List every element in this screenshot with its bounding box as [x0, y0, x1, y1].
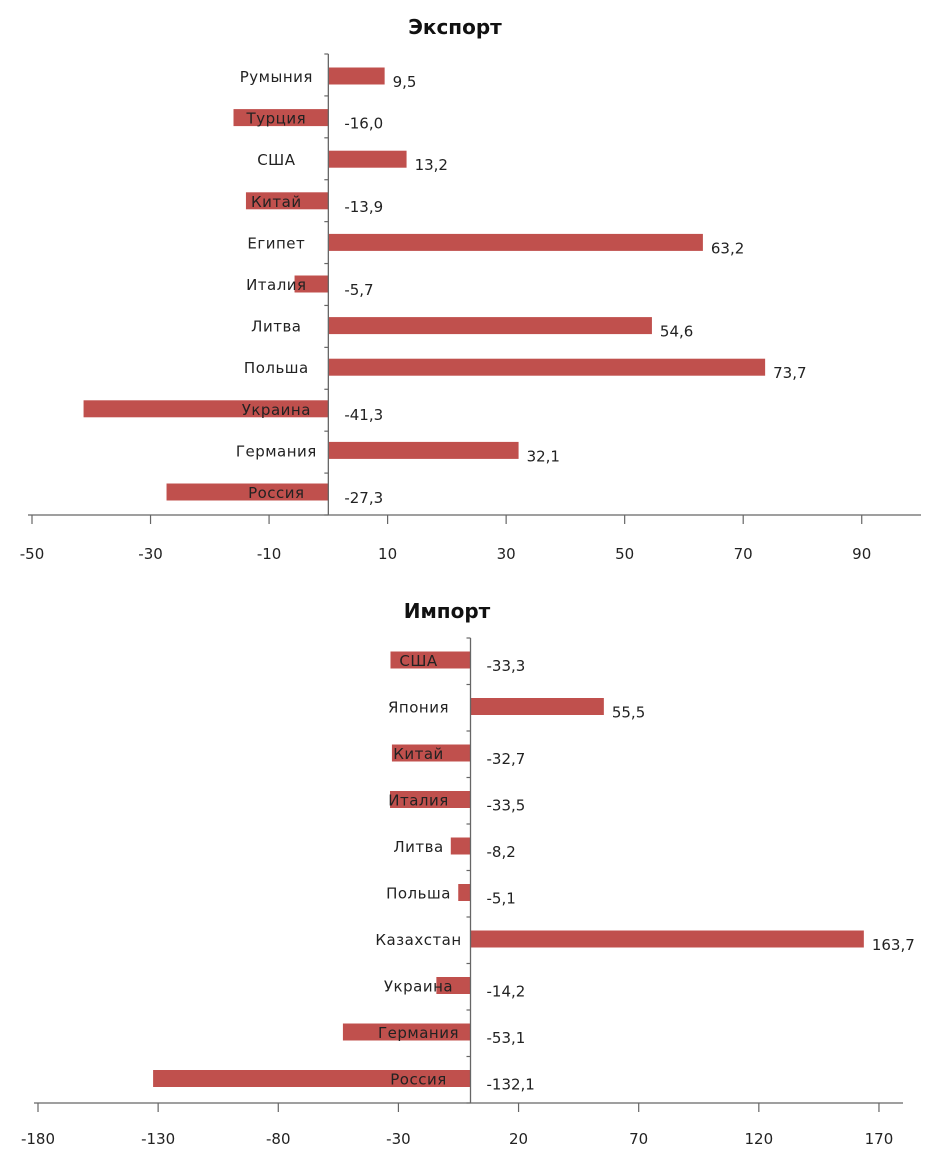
import-bar [436, 977, 471, 994]
export-data-label: -41,3 [344, 406, 383, 424]
export-data-label: -16,0 [344, 115, 383, 133]
import-data-label: -33,5 [487, 797, 526, 815]
import-category-label: Италия [388, 792, 449, 810]
export-data-label: 63,2 [711, 239, 744, 257]
export-x-tick-label: -30 [138, 545, 163, 563]
import-data-label: -14,2 [487, 983, 526, 1001]
import-category-label: Германия [378, 1024, 459, 1042]
import-data-label: -32,7 [487, 750, 526, 768]
export-chart: Экспорт -50 -30 -10 10 30 50 70 90 Румыния 9,5 Тур… [20, 15, 921, 563]
import-category-label: Литва [393, 838, 443, 856]
import-x-tick-label: 20 [509, 1130, 528, 1148]
export-x-tick-label: 10 [378, 545, 397, 563]
export-category-label: Турция [246, 110, 307, 128]
export-category-label: Украина [242, 401, 311, 419]
export-category-label: Египет [247, 234, 305, 252]
export-category-label: Россия [248, 484, 305, 502]
export-data-label: -5,7 [344, 281, 373, 299]
export-bar [233, 109, 329, 127]
export-bar [294, 275, 329, 293]
export-data-label: 13,2 [415, 156, 448, 174]
import-category-label: Украина [384, 978, 453, 996]
import-bar [390, 651, 471, 669]
export-x-tick-label: 90 [852, 545, 871, 563]
import-data-label: -5,1 [487, 890, 516, 908]
import-category-label: Казахстан [375, 931, 461, 949]
import-data-label: -33,3 [487, 657, 526, 675]
export-data-label: -27,3 [344, 489, 383, 507]
import-category-label: США [399, 652, 438, 670]
import-data-label: 55,5 [612, 704, 645, 722]
import-chart-title: Импорт [404, 599, 491, 623]
import-x-tick-label: -30 [386, 1130, 411, 1148]
export-category-label: Германия [236, 442, 317, 460]
import-data-label: -8,2 [487, 843, 516, 861]
import-data-label: 163,7 [872, 936, 915, 954]
export-x-tick-label: 50 [615, 545, 634, 563]
import-category-label: Китай [393, 745, 444, 763]
export-bar [328, 150, 407, 168]
export-x-tick-label: -10 [257, 545, 282, 563]
export-bar [83, 400, 329, 418]
export-x-tick-label: 70 [734, 545, 753, 563]
export-category-label: Китай [251, 193, 302, 211]
export-data-label: -13,9 [344, 198, 383, 216]
export-bar [328, 67, 385, 85]
export-category-label: США [257, 151, 296, 169]
export-bar [245, 192, 329, 210]
export-bar [328, 317, 652, 335]
import-bar [153, 1070, 471, 1087]
export-bar [166, 483, 329, 501]
import-x-tick-label: -180 [21, 1130, 55, 1148]
import-data-label: -132,1 [487, 1076, 535, 1094]
export-data-label: 9,5 [393, 73, 417, 91]
export-chart-title: Экспорт [408, 15, 502, 39]
export-data-label: 54,6 [660, 323, 693, 341]
import-bar [470, 698, 604, 715]
import-x-tick-label: 120 [745, 1130, 774, 1148]
export-x-tick-label: 30 [497, 545, 516, 563]
import-bar [458, 884, 471, 901]
import-bar [342, 1023, 471, 1041]
import-bar [391, 744, 471, 762]
import-data-label: -53,1 [487, 1029, 526, 1047]
export-bar [328, 358, 766, 376]
export-category-label: Польша [244, 359, 309, 377]
export-category-label: Литва [251, 318, 301, 336]
export-data-label: 32,1 [527, 447, 560, 465]
import-x-tick-label: 70 [629, 1130, 648, 1148]
import-x-tick-label: 170 [865, 1130, 894, 1148]
import-category-label: Польша [386, 885, 451, 903]
import-x-tick-label: -130 [141, 1130, 175, 1148]
import-chart: Импорт -180 -130 -80 -30 20 70 120 170 США -33,3 Я… [21, 599, 915, 1148]
import-bar [390, 791, 471, 808]
export-data-label: 73,7 [773, 364, 806, 382]
export-bar [328, 233, 703, 251]
import-category-label: Россия [390, 1071, 447, 1089]
export-x-tick-label: -50 [20, 545, 45, 563]
import-bar [450, 837, 471, 855]
import-x-tick-label: -80 [266, 1130, 291, 1148]
export-category-label: Италия [246, 276, 307, 294]
export-category-label: Румыния [240, 68, 313, 86]
export-bar [328, 441, 519, 459]
import-category-label: Япония [388, 699, 449, 717]
import-bar [470, 930, 864, 948]
